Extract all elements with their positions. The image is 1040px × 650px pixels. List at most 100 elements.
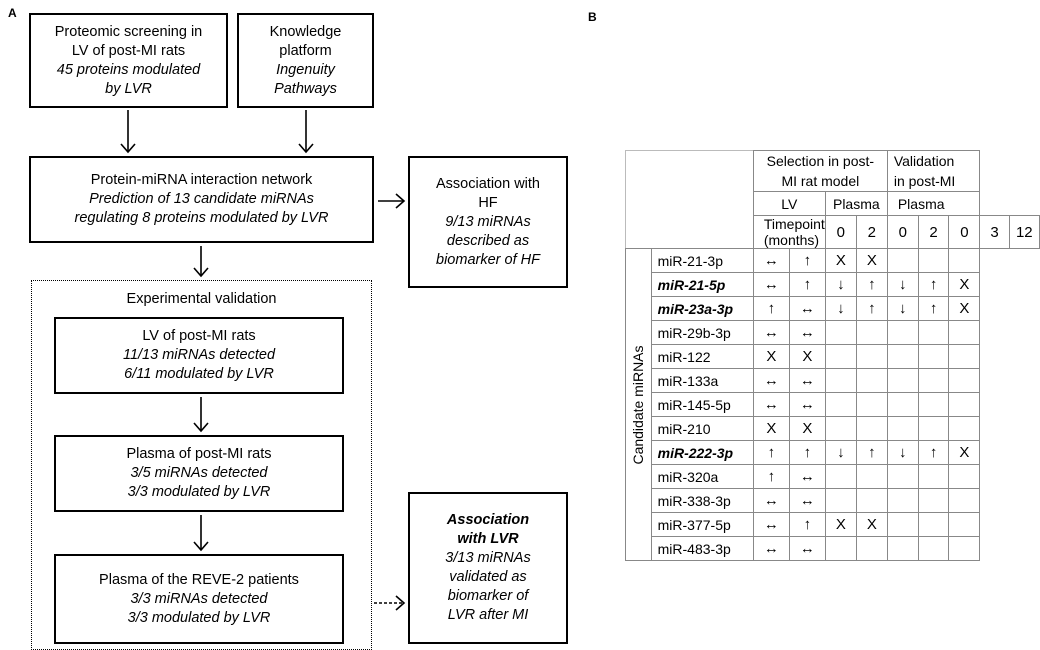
mirna-cell xyxy=(917,464,950,489)
arrow-lv-to-plasma xyxy=(193,397,209,433)
mirna-cell: X xyxy=(824,512,857,537)
mirna-cell: ↔ xyxy=(788,488,826,513)
flow-arrows xyxy=(120,110,406,611)
hf-line4: described as xyxy=(446,232,530,249)
mirna-cell xyxy=(855,488,888,513)
mirna-cell: ↑ xyxy=(788,248,826,273)
proteomic-line3: 45 proteins modulated xyxy=(56,61,201,78)
lv-line1: LV of post-MI rats xyxy=(142,328,256,344)
mirna-cell: ↑ xyxy=(855,272,888,297)
panel-b-label: B xyxy=(588,10,597,24)
mirna-name: miR-483-3p xyxy=(650,536,754,561)
arrow-plasma-to-reve xyxy=(193,515,209,552)
knowledge-platform-box: Knowledge platform Ingenuity Pathways xyxy=(237,13,374,108)
mirna-cell: ↔ xyxy=(752,392,790,417)
mirna-cell: X xyxy=(752,344,790,369)
mirna-cell xyxy=(886,320,919,345)
mirna-cell xyxy=(917,512,950,537)
mirna-name: miR-377-5p xyxy=(650,512,754,537)
proteomic-line4: by LVR xyxy=(105,80,152,97)
lvr-line6: LVR after MI xyxy=(447,607,529,623)
mirna-cell xyxy=(824,416,857,441)
mirna-cell xyxy=(886,392,919,417)
lvr-line4: validated as xyxy=(449,569,527,585)
network-line1: Protein-miRNA interaction network xyxy=(90,172,313,188)
proteomic-screening-box: Proteomic screening in LV of post-MI rat… xyxy=(29,13,228,108)
hf-line1: Association with xyxy=(436,175,540,192)
mirna-cell xyxy=(948,464,981,489)
reve-line2: 3/3 miRNAs detected xyxy=(130,590,268,607)
mirna-cell xyxy=(948,248,981,273)
mirna-cell xyxy=(917,368,950,393)
header-sel-line1: Selection in post- xyxy=(766,153,875,169)
mirna-cell xyxy=(886,512,919,537)
lv-rats-box: LV of post-MI rats 11/13 miRNAs detected… xyxy=(54,317,344,394)
table-row: miR-122 X X xyxy=(626,344,1040,369)
mirna-cell xyxy=(948,536,981,561)
table-row: miR-338-3p ↔ ↔ xyxy=(626,488,1040,513)
mirna-cell: ↔ xyxy=(752,512,790,537)
knowledge-line4: Pathways xyxy=(274,80,337,97)
lv-line2: 11/13 miRNAs detected xyxy=(122,347,276,363)
header-val-line2: in post-MI xyxy=(893,173,956,189)
mirna-cell: ↔ xyxy=(788,296,826,321)
table-row: miR-320a ↑ ↔ xyxy=(626,464,1040,489)
mirna-cell: ↑ xyxy=(917,440,950,465)
mirna-cell: ↔ xyxy=(788,464,826,489)
mirna-cell: X xyxy=(855,248,888,273)
table-row: miR-29b-3p ↔ ↔ xyxy=(626,320,1040,345)
mirna-cell xyxy=(948,368,981,393)
mirna-name: miR-338-3p xyxy=(650,488,754,513)
row-group-text: Candidate miRNAs xyxy=(630,344,647,465)
mirna-cell: ↔ xyxy=(788,392,826,417)
mirna-cell xyxy=(886,248,919,273)
mirna-cell xyxy=(824,536,857,561)
lvr-line5: biomarker of xyxy=(447,588,529,604)
mirna-cell: ↔ xyxy=(752,248,790,273)
mirna-cell: ↓ xyxy=(824,296,857,321)
timepoint-label: Timepoint (months) xyxy=(752,215,826,249)
network-line2: Prediction of 13 candidate miRNAs xyxy=(89,191,314,207)
mirna-cell xyxy=(886,344,919,369)
mirna-cell xyxy=(824,488,857,513)
mirna-cell xyxy=(824,392,857,417)
mirna-cell xyxy=(824,368,857,393)
association-hf-box: Association with HF 9/13 miRNAs describe… xyxy=(408,156,568,288)
mirna-cell: ↑ xyxy=(788,512,826,537)
mirna-cell xyxy=(855,464,888,489)
header-plasma-validation: Plasma xyxy=(886,191,981,216)
header-val-line1: Validation xyxy=(893,153,955,169)
mirna-cell: ↑ xyxy=(752,296,790,321)
arrow-proteomic-to-network xyxy=(120,110,136,154)
mirna-cell xyxy=(948,320,981,345)
knowledge-line3: Ingenuity xyxy=(276,61,335,78)
mirna-cell: ↑ xyxy=(855,296,888,321)
header-selection: Selection in post- MI rat model xyxy=(752,150,888,192)
proteomic-line1: Proteomic screening in xyxy=(54,23,203,40)
arrow-validation-to-lvr xyxy=(374,595,406,611)
mirna-cell xyxy=(917,536,950,561)
mirna-cell xyxy=(917,392,950,417)
hf-line3: 9/13 miRNAs xyxy=(445,213,531,230)
mirna-cell xyxy=(917,416,950,441)
arrow-knowledge-to-network xyxy=(298,110,314,154)
mirna-cell xyxy=(948,488,981,513)
mirna-cell xyxy=(855,344,888,369)
mirna-cell: ↓ xyxy=(824,272,857,297)
experimental-validation-title: Experimental validation xyxy=(126,291,277,307)
mirna-cell: ↔ xyxy=(752,488,790,513)
mirna-cell: X xyxy=(855,512,888,537)
mirna-cell xyxy=(948,392,981,417)
mirna-cell: X xyxy=(788,416,826,441)
tp-3: 2 xyxy=(917,215,950,249)
association-lvr-box: Association with LVR 3/13 miRNAs validat… xyxy=(408,492,568,644)
mirna-cell xyxy=(855,320,888,345)
mirna-table: Selection in post- MI rat model Validati… xyxy=(625,150,1040,561)
mirna-cell xyxy=(886,536,919,561)
tp-6: 12 xyxy=(1008,215,1040,249)
mirna-cell: ↑ xyxy=(788,440,826,465)
mirna-cell xyxy=(917,488,950,513)
mirna-cell: ↔ xyxy=(788,536,826,561)
proteomic-line2: LV of post-MI rats xyxy=(71,42,186,59)
mirna-cell: ↑ xyxy=(855,440,888,465)
